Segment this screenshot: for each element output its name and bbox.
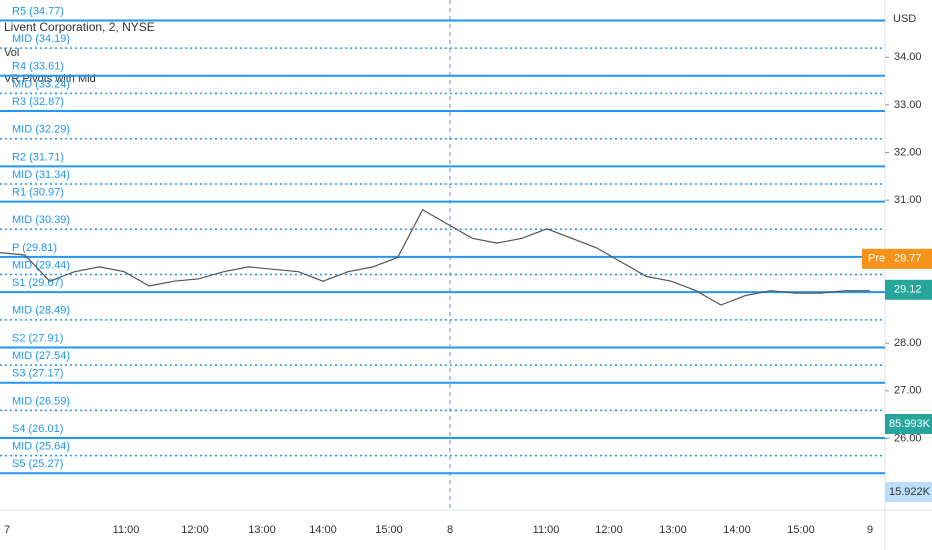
- pivot-label: MID (28.49): [12, 305, 70, 317]
- x-tick-label: 12:00: [181, 524, 209, 536]
- indicator-label: Vol: [4, 47, 19, 59]
- pivot-label: MID (25.64): [12, 441, 70, 453]
- pivot-label: P (29.81): [12, 242, 57, 254]
- pivot-label: S3 (27.17): [12, 368, 63, 380]
- pivot-label: MID (30.39): [12, 214, 70, 226]
- x-tick-label: 14:00: [309, 524, 337, 536]
- pivot-label: MID (31.34): [12, 169, 70, 181]
- volume-tag: [885, 482, 932, 502]
- last-price-tag: [885, 279, 932, 300]
- pivot-label: R4 (33.61): [12, 61, 64, 73]
- last-price: 29.12: [894, 284, 922, 296]
- pivot-label: R1 (30.97): [12, 187, 64, 199]
- pivot-label: MID (29.44): [12, 259, 70, 271]
- price-line: [0, 208, 870, 306]
- pivot-label: MID (27.54): [12, 350, 70, 362]
- y-tick-label: 34.00: [894, 51, 922, 63]
- x-tick-label: 15:00: [375, 524, 403, 536]
- x-tick-label: 12:00: [595, 524, 623, 536]
- pivot-label: R2 (31.71): [12, 151, 64, 163]
- y-tick-label: 26.00: [894, 432, 922, 444]
- pivot-label: MID (33.24): [12, 78, 70, 90]
- pivot-label: MID (32.29): [12, 124, 70, 136]
- pivot-label: MID (26.59): [12, 395, 70, 407]
- x-tick-label: 9: [867, 524, 873, 536]
- x-tick-label: 15:00: [787, 524, 815, 536]
- x-tick-label: 14:00: [723, 524, 751, 536]
- x-tick-label: 8: [447, 524, 453, 536]
- pre-price: 29.77: [894, 253, 922, 265]
- pre-tag-label: Pre: [868, 253, 885, 265]
- pivot-label: S1 (29.07): [12, 277, 63, 289]
- volume-tag: [885, 414, 932, 434]
- x-tick-label: 13:00: [659, 524, 687, 536]
- y-tick-label: 28.00: [894, 337, 922, 349]
- pivot-label: R5 (34.77): [12, 5, 64, 17]
- y-tick-label: 32.00: [894, 146, 922, 158]
- volume-label: 15.922K: [889, 486, 931, 498]
- x-tick-label: 11:00: [533, 524, 560, 536]
- y-tick-label: 27.00: [894, 385, 922, 397]
- y-tick-label: 31.00: [894, 194, 922, 206]
- volume-label: 85.993K: [889, 418, 931, 430]
- pivot-label: S2 (27.91): [12, 332, 63, 344]
- chart-title: Livent Corporation, 2, NYSE: [4, 20, 155, 34]
- y-tick-label: 33.00: [894, 99, 922, 111]
- pivot-label: S4 (26.01): [12, 423, 63, 435]
- x-tick-label: 11:00: [113, 524, 140, 536]
- x-tick-label: 7: [4, 524, 10, 536]
- pivot-label: R3 (32.87): [12, 96, 64, 108]
- pre-tag: [862, 248, 932, 269]
- currency: USD: [893, 13, 916, 25]
- pivot-label: S5 (25.27): [12, 458, 63, 470]
- x-tick-label: 13:00: [248, 524, 276, 536]
- pivot-label: MID (34.19): [12, 33, 70, 45]
